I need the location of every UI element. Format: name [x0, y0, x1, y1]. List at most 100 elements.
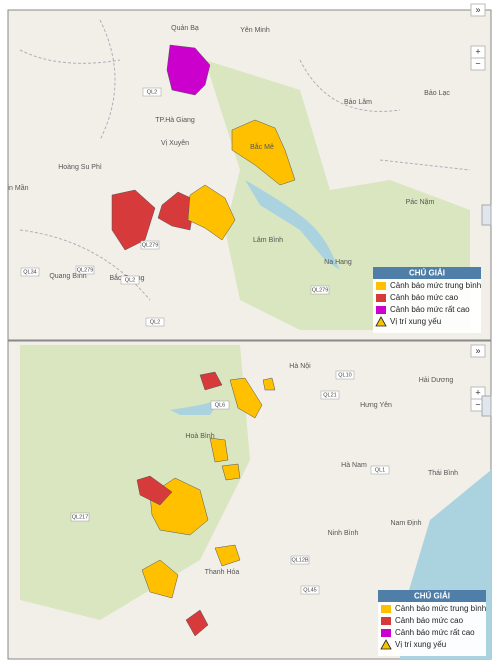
- legend-swatch: [381, 629, 391, 637]
- place-label: Hải Dương: [419, 377, 454, 384]
- legend-swatch: [376, 282, 386, 290]
- legend-title: CHÚ GIẢI: [409, 269, 445, 278]
- map-control[interactable]: [470, 3, 486, 17]
- place-label: Bắc Mê: [250, 142, 274, 151]
- place-label: Lâm Bình: [253, 237, 283, 244]
- road-badge: [290, 555, 310, 565]
- place-label: in Mần: [7, 183, 28, 192]
- control-label[interactable]: +: [475, 387, 480, 397]
- place-label: Yên Minh: [240, 27, 270, 34]
- legend-icon: [380, 639, 392, 650]
- road-label: QL2: [147, 89, 157, 95]
- road-badge: [120, 275, 140, 285]
- legend-swatch: [381, 605, 391, 613]
- road-label: QL1: [375, 467, 385, 473]
- place-label: Hưng Yên: [360, 402, 392, 409]
- warning-area: [187, 184, 236, 241]
- borders: [19, 19, 471, 301]
- road-label: QL279: [142, 242, 159, 248]
- map-control[interactable]: [470, 57, 486, 71]
- legend-swatch: [381, 617, 391, 625]
- place-label: Hoà Bình: [185, 433, 214, 440]
- warning-area: [209, 437, 229, 463]
- control-label[interactable]: +: [475, 46, 480, 56]
- warning-area: [262, 377, 276, 391]
- road-label: QL2: [150, 319, 160, 325]
- road-badge: [320, 390, 340, 400]
- place-label: Bảo Lạc: [424, 90, 450, 97]
- legend-title: CHÚ GIẢI: [414, 592, 450, 601]
- place-label: Quản Bạ: [171, 25, 199, 32]
- warning-area: [221, 463, 241, 481]
- legend-label: Cảnh báo mức trung bình: [395, 604, 486, 613]
- warning-area: [136, 475, 173, 506]
- road-label: QL6: [215, 402, 225, 408]
- legend-swatch: [376, 306, 386, 314]
- warning-area: [199, 371, 223, 391]
- legend-label: Vị trí xung yếu: [395, 640, 446, 649]
- control-label[interactable]: »: [475, 4, 480, 14]
- place-label: Vị Xuyên: [161, 140, 189, 147]
- road-badge: [142, 87, 162, 97]
- road-label: QL10: [338, 372, 351, 378]
- legend-swatch: [376, 294, 386, 302]
- place-label: Ninh Bình: [328, 530, 359, 537]
- legend-header: [373, 267, 481, 279]
- road-badge: [140, 240, 160, 250]
- map-control[interactable]: [470, 344, 486, 358]
- legend-label: Cảnh báo mức rất cao: [395, 628, 475, 637]
- warning-area: [141, 559, 179, 599]
- legend-label: Vị trí xung yếu: [390, 317, 441, 326]
- collapse-tab[interactable]: [481, 204, 492, 226]
- place-label: Na Hang: [324, 259, 352, 266]
- road-badge: [210, 400, 230, 410]
- road-label: QL21: [323, 392, 336, 398]
- legend-label: Cảnh báo mức rất cao: [390, 305, 470, 314]
- road-label: QL217: [72, 514, 89, 520]
- map-top: [7, 9, 492, 341]
- warning-area: [214, 544, 241, 567]
- warning-area: [229, 377, 263, 419]
- road-badge: [145, 317, 165, 327]
- place-label: Nam Định: [390, 520, 421, 527]
- collapse-tab[interactable]: [481, 395, 492, 417]
- road-label: QL34: [23, 269, 36, 275]
- place-label: Hà Nam: [341, 462, 367, 469]
- legend-header: [378, 590, 486, 602]
- road-badge: [75, 265, 95, 275]
- control-label[interactable]: −: [475, 58, 480, 68]
- warning-area: [111, 189, 156, 251]
- legend-label: Cảnh báo mức trung bình: [390, 281, 481, 290]
- legend-label: Cảnh báo mức cao: [395, 616, 464, 625]
- road-label: QL279: [312, 287, 329, 293]
- road-badge: [310, 285, 330, 295]
- warning-area: [185, 609, 209, 637]
- lake: [170, 400, 220, 415]
- place-label: TP.Hà Giang: [155, 117, 195, 124]
- road-badge: [70, 512, 90, 522]
- warning-area: [231, 119, 296, 186]
- road-label: QL2: [125, 277, 135, 283]
- road-badge: [20, 267, 40, 277]
- road-badge: [300, 585, 320, 595]
- road-label: QL279: [77, 267, 94, 273]
- road-label: QL12B: [291, 557, 308, 563]
- control-label[interactable]: −: [475, 399, 480, 409]
- place-label: Pác Nặm: [406, 199, 435, 206]
- place-label: Thanh Hóa: [205, 569, 240, 576]
- road-badge: [335, 370, 355, 380]
- place-label: Bảo Lâm: [344, 99, 372, 106]
- place-label: Quang Bình: [49, 273, 86, 280]
- road-badge: [370, 465, 390, 475]
- legend-icon: [375, 316, 387, 327]
- control-label[interactable]: »: [475, 345, 480, 355]
- place-label: Hoàng Su Phì: [58, 164, 102, 171]
- road-label: QL45: [303, 587, 316, 593]
- place-label: Hà Nội: [289, 363, 311, 370]
- lake: [245, 180, 340, 270]
- place-label: Thái Bình: [428, 470, 458, 477]
- warning-area: [166, 44, 211, 96]
- legend-label: Cảnh báo mức cao: [390, 293, 459, 302]
